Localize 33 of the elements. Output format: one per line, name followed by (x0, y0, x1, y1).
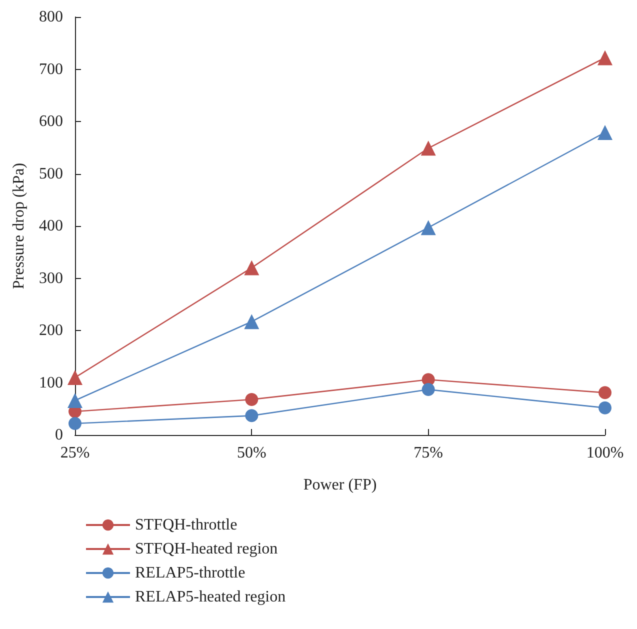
legend-label: STFQH-heated region (135, 540, 278, 558)
point (598, 401, 612, 414)
y-tick-label: 100 (39, 374, 63, 392)
point (245, 392, 258, 406)
y-axis-title: Pressure drop (kPa) (10, 162, 28, 290)
x-tick-label: 100% (586, 444, 624, 462)
x-tick-label: 25% (60, 444, 90, 462)
point (244, 260, 260, 276)
y-tick-label: 300 (39, 270, 63, 287)
y-tick-label: 800 (39, 8, 63, 26)
point (422, 383, 435, 396)
point (420, 220, 436, 236)
point (598, 124, 612, 140)
point (244, 314, 260, 330)
y-tick-label: 400 (39, 218, 63, 234)
y-tick-label: 700 (39, 60, 63, 78)
point (420, 140, 436, 156)
y-tick-label: 600 (39, 113, 63, 130)
x-axis-title: Power (FP) (303, 476, 377, 494)
point (245, 409, 258, 422)
x-tick-label: 50% (237, 444, 266, 462)
legend-label: RELAP5-throttle (135, 564, 246, 582)
point (598, 50, 612, 66)
y-tick-label: 500 (39, 165, 63, 182)
y-tick-label: 200 (39, 322, 63, 339)
point (68, 417, 82, 430)
point (68, 393, 82, 408)
legend-label: STFQH-throttle (135, 516, 238, 534)
x-tick-label: 75% (414, 444, 443, 462)
point (68, 370, 82, 386)
point (598, 386, 612, 400)
legend-label: RELAP5-heated region (135, 588, 286, 606)
y-tick-label: 0 (55, 426, 63, 444)
